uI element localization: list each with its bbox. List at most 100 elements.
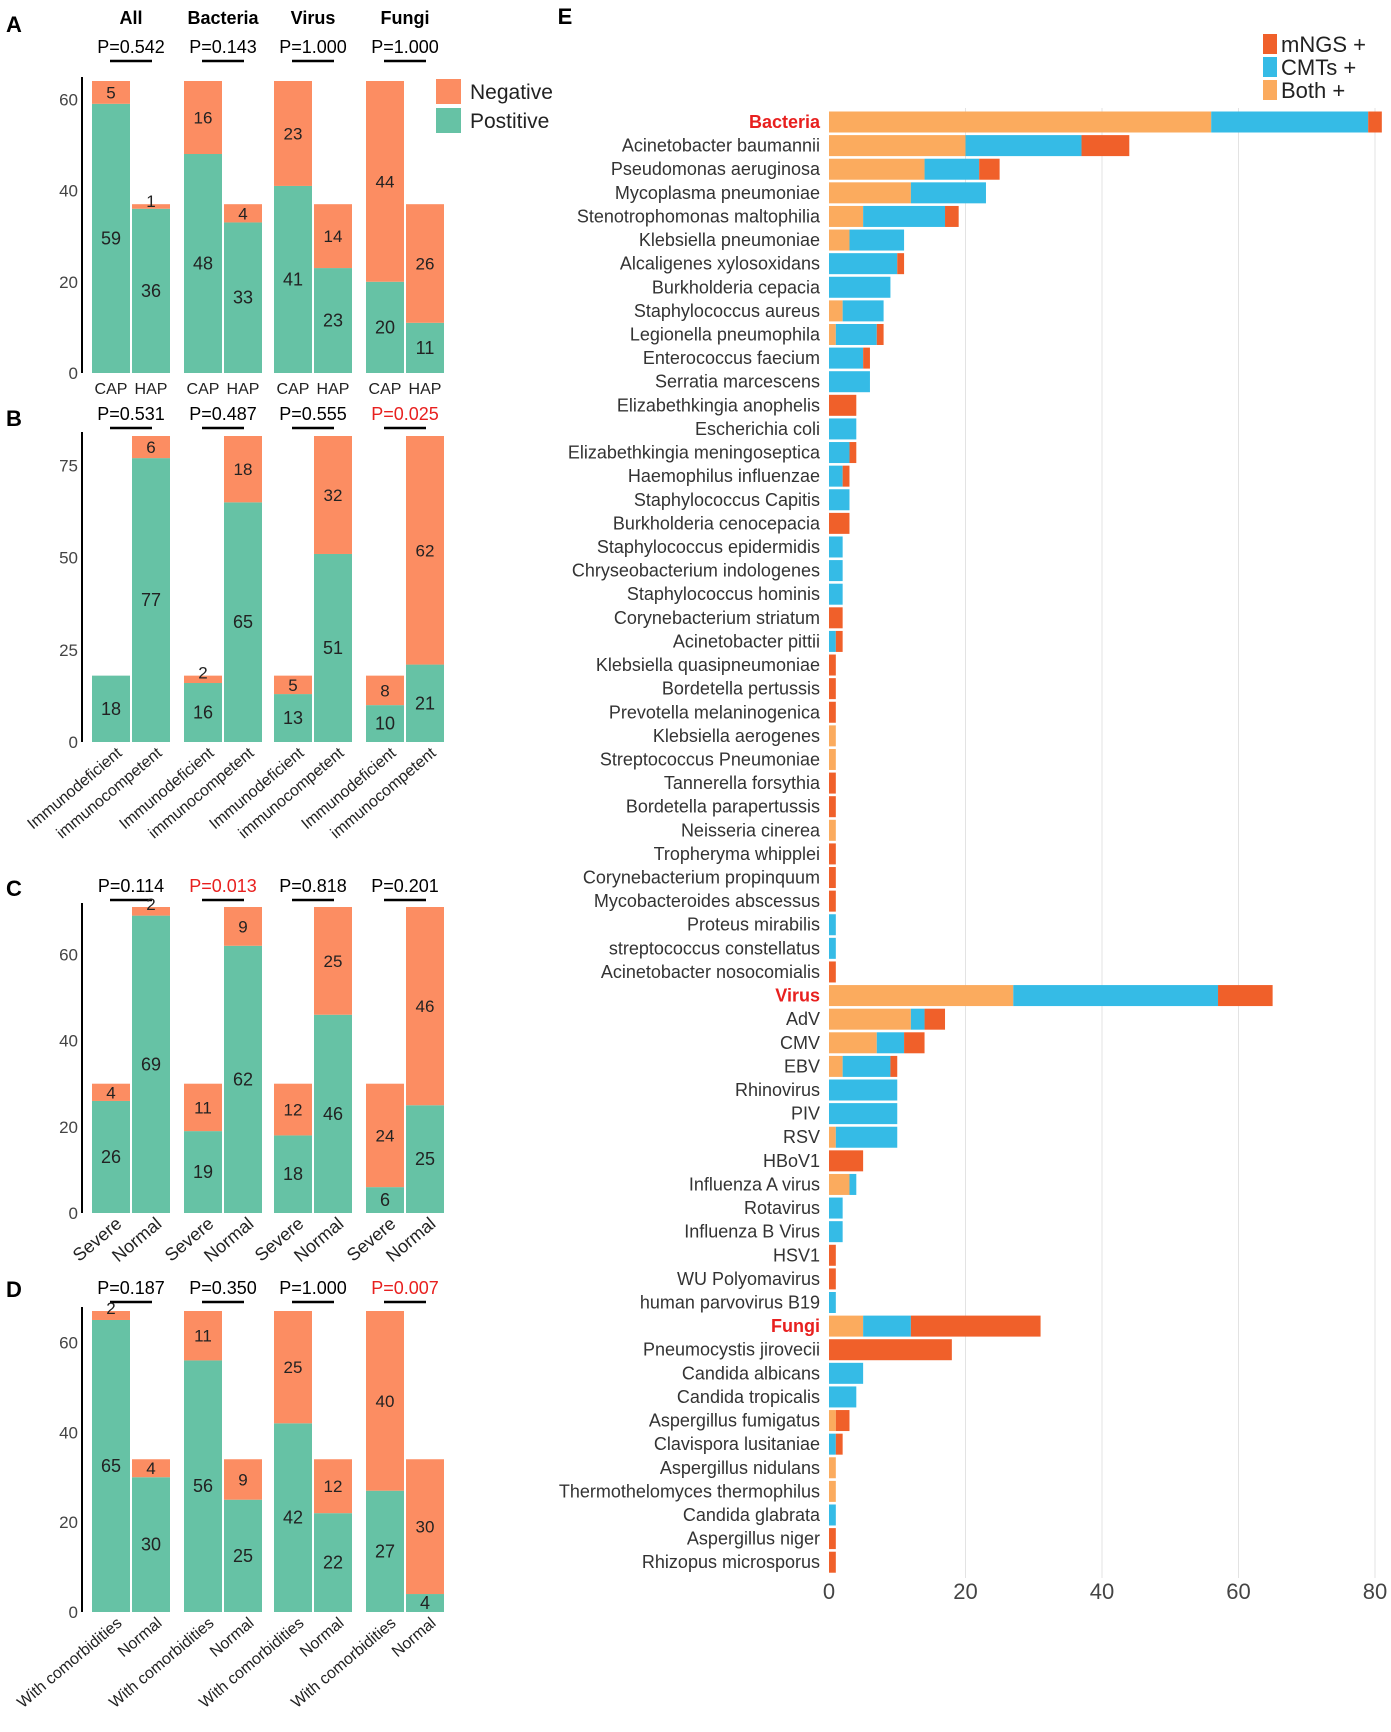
row-label: Proteus mirabilis xyxy=(687,915,820,935)
bar-cmts xyxy=(835,323,877,345)
x-tick-label: 80 xyxy=(1363,1579,1387,1604)
bar-positive xyxy=(406,1594,444,1612)
y-tick-label: 0 xyxy=(69,364,78,383)
group-title: Bacteria xyxy=(187,8,259,28)
bar-cmts xyxy=(829,276,891,298)
row-label: Staphylococcus aureus xyxy=(634,301,820,321)
category-label: Normal xyxy=(389,1615,439,1661)
row-label: Candida albicans xyxy=(682,1363,820,1383)
bar-negative xyxy=(406,1459,444,1595)
data-label-positive: 25 xyxy=(415,1149,435,1169)
row-label: Acinetobacter pittii xyxy=(673,631,820,651)
category-label: CAP xyxy=(369,381,402,398)
data-label-positive: 25 xyxy=(233,1546,253,1566)
x-tick-label: 0 xyxy=(823,1579,835,1604)
bar-cmts xyxy=(910,1008,925,1030)
data-label-positive: 13 xyxy=(283,708,303,728)
bar-positive xyxy=(406,322,444,373)
bar-both xyxy=(829,1480,836,1502)
bar-positive xyxy=(224,222,262,373)
data-label-negative: 14 xyxy=(324,227,343,246)
row-label: Staphylococcus hominis xyxy=(627,584,820,604)
legend-swatch-positive xyxy=(436,108,461,133)
bar-positive xyxy=(274,1135,312,1213)
p-value: P=0.350 xyxy=(189,1278,257,1298)
data-label-positive: 11 xyxy=(416,338,435,358)
bar-cmts xyxy=(829,1386,857,1408)
bar-both xyxy=(829,1457,836,1479)
data-label-negative: 9 xyxy=(238,1470,247,1489)
bar-cmts xyxy=(829,1292,836,1313)
bar-cmts xyxy=(863,205,946,227)
data-label-negative: 9 xyxy=(238,917,247,936)
y-tick-label: 0 xyxy=(69,1603,78,1622)
bar-cmts xyxy=(842,300,884,322)
bar-cmts xyxy=(829,253,898,275)
row-label: Candida tropicalis xyxy=(677,1387,820,1407)
data-label-negative: 4 xyxy=(146,1459,155,1478)
bar-cmts xyxy=(835,1126,898,1148)
category-label: CAP xyxy=(277,381,310,398)
bar-cmts xyxy=(829,1433,836,1455)
row-label: Staphylococcus epidermidis xyxy=(597,537,820,557)
bar-negative xyxy=(132,907,170,916)
data-label-positive: 18 xyxy=(101,699,121,719)
data-label-negative: 4 xyxy=(106,1083,115,1102)
bar-cmts xyxy=(842,1055,891,1077)
bar-both xyxy=(829,1055,843,1077)
p-value: P=1.000 xyxy=(279,37,347,57)
bar-cmts xyxy=(829,937,836,959)
legend-label-negative: Negative xyxy=(470,81,553,104)
bar-cmts xyxy=(863,1315,911,1337)
bar-both xyxy=(829,725,836,747)
group-title: Virus xyxy=(291,8,336,28)
bar-cmts xyxy=(849,1173,857,1195)
row-label: Haemophilus influenzae xyxy=(628,466,820,486)
bar-positive xyxy=(224,945,262,1213)
bar-negative xyxy=(132,204,170,209)
bar-cmts xyxy=(829,914,836,936)
row-label: Prevotella melaninogenica xyxy=(609,702,821,722)
p-value: P=0.007 xyxy=(371,1278,439,1298)
bar-positive xyxy=(366,705,404,742)
bar-cmts xyxy=(829,1079,898,1101)
bar-cmts xyxy=(829,583,843,605)
data-label-negative: 46 xyxy=(416,997,435,1016)
legend-swatch-mngs xyxy=(1263,34,1277,54)
row-label: CMV xyxy=(780,1033,820,1053)
bar-both xyxy=(829,205,864,227)
bar-mngs xyxy=(829,394,857,416)
bar-mngs xyxy=(904,1032,925,1054)
bar-mngs xyxy=(829,678,836,700)
data-label-negative: 25 xyxy=(284,1358,303,1377)
row-label: streptococcus constellatus xyxy=(609,938,820,958)
category-label: HAP xyxy=(317,381,350,398)
data-label-negative: 23 xyxy=(284,124,303,143)
bar-positive xyxy=(184,154,222,373)
data-label-positive: 41 xyxy=(283,269,303,289)
bar-positive xyxy=(366,1490,404,1612)
bar-positive xyxy=(366,1187,404,1213)
data-label-negative: 44 xyxy=(376,172,395,191)
row-label: Aspergillus fumigatus xyxy=(649,1411,820,1431)
row-label: Rhinovirus xyxy=(735,1080,820,1100)
y-tick-label: 60 xyxy=(59,1333,78,1352)
bar-negative xyxy=(184,675,222,684)
row-label: Pneumocystis jirovecii xyxy=(643,1340,820,1360)
y-tick-label: 20 xyxy=(59,1118,78,1137)
data-label-negative: 12 xyxy=(324,1477,343,1496)
bar-positive xyxy=(224,502,262,742)
bar-positive xyxy=(274,1423,312,1612)
data-label-positive: 16 xyxy=(193,703,213,723)
bar-negative xyxy=(314,907,352,1015)
bar-negative xyxy=(274,81,312,186)
panel-label: E xyxy=(558,4,573,29)
data-label-negative: 2 xyxy=(106,1299,115,1318)
bar-positive xyxy=(132,208,170,373)
bar-positive xyxy=(132,1477,170,1612)
bar-negative xyxy=(132,436,170,459)
data-label-negative: 4 xyxy=(238,204,247,223)
data-label-positive: 59 xyxy=(101,228,121,248)
data-label-positive: 4 xyxy=(420,1593,430,1613)
